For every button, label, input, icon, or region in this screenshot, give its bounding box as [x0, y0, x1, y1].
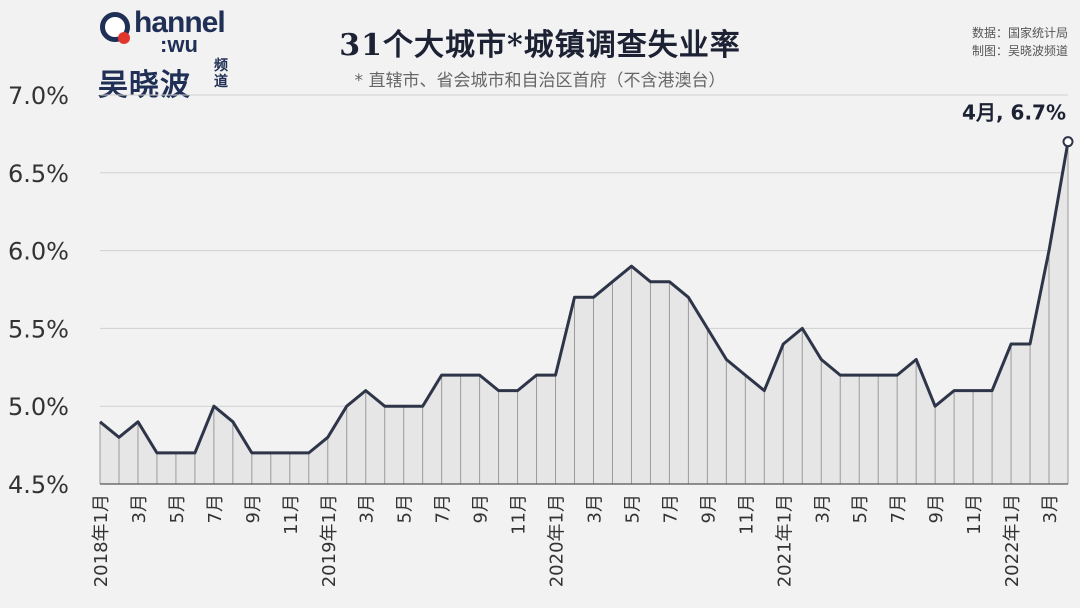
- y-tick-label: 7.0%: [8, 82, 69, 110]
- x-tick-label: 3月: [1040, 494, 1061, 523]
- y-tick-label: 5.5%: [8, 315, 69, 343]
- source-author-line: 制图：吴晓波频道: [971, 44, 1068, 58]
- x-tick-label: 5月: [395, 494, 416, 523]
- x-tick-label: 5月: [622, 494, 643, 523]
- end-point-label: 4月, 6.7%: [962, 101, 1066, 125]
- x-tick-label: 9月: [926, 494, 947, 523]
- x-tick-label: 5月: [167, 494, 188, 523]
- x-tick-label: 7月: [205, 494, 226, 523]
- logo-channel-label: 频道: [214, 58, 228, 90]
- x-tick-label: 9月: [698, 494, 719, 523]
- x-tick-label: 11月: [281, 494, 302, 535]
- x-tick-label: 7月: [660, 494, 681, 523]
- x-tick-label: 9月: [471, 494, 492, 523]
- source-data-line: 数据：国家统计局: [971, 26, 1068, 40]
- y-tick-label: 6.5%: [8, 160, 69, 188]
- source-note: 数据：国家统计局 制图：吴晓波频道: [972, 24, 1068, 60]
- y-tick-label: 4.5%: [8, 471, 69, 499]
- logo: hannel :wu 吴晓波 频道: [96, 6, 246, 103]
- y-tick-label: 5.0%: [8, 393, 69, 421]
- x-tick-label: 2021年1月: [774, 494, 795, 587]
- logo-sub: :wu: [160, 32, 198, 57]
- x-tick-label: 5月: [850, 494, 871, 523]
- x-tick-label: 11月: [736, 494, 757, 535]
- x-tick-label: 3月: [812, 494, 833, 523]
- x-tick-label: 2019年1月: [319, 494, 340, 587]
- logo-ring-icon: [100, 12, 130, 44]
- x-tick-label: 3月: [129, 494, 150, 523]
- x-tick-label: 3月: [357, 494, 378, 523]
- series-line: [99, 141, 1070, 455]
- chart-title: 31个大城市*城镇调查失业率: [339, 28, 741, 63]
- area-fill: [100, 141, 1068, 484]
- x-tick-label: 7月: [433, 494, 454, 523]
- x-tick-label: 9月: [243, 494, 264, 523]
- x-tick-label: 2020年1月: [547, 494, 568, 587]
- end-point-marker: [1062, 136, 1074, 148]
- chart-subtitle: * 直辖市、省会城市和自治区首府（不含港澳台）: [354, 71, 726, 91]
- logo-chinese-name: 吴晓波: [98, 68, 191, 103]
- x-tick-label: 2022年1月: [1002, 494, 1023, 587]
- logo-wordmark: hannel: [134, 6, 226, 39]
- x-tick-label: 7月: [888, 494, 909, 523]
- x-tick-label: 11月: [964, 494, 985, 535]
- y-tick-label: 6.0%: [8, 238, 69, 266]
- x-tick-label: 3月: [584, 494, 605, 523]
- x-tick-label: 11月: [509, 494, 530, 535]
- x-tick-label: 2018年1月: [91, 494, 112, 587]
